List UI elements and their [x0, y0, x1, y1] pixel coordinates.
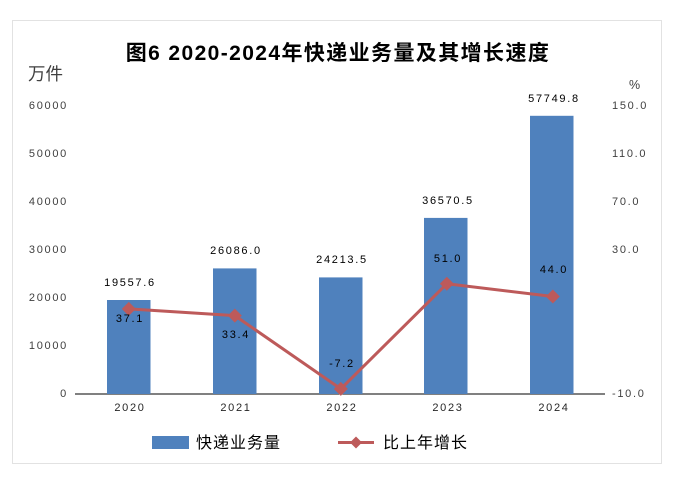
svg-text:20000: 20000 [29, 292, 68, 304]
svg-text:19557.6: 19557.6 [104, 277, 156, 289]
svg-text:37.1: 37.1 [116, 313, 144, 325]
svg-text:33.4: 33.4 [222, 329, 250, 341]
svg-text:70.0: 70.0 [612, 196, 640, 208]
svg-text:24213.5: 24213.5 [316, 254, 368, 266]
svg-text:30.0: 30.0 [612, 244, 640, 256]
svg-text:%: % [629, 78, 640, 92]
svg-text:150.0: 150.0 [612, 100, 648, 112]
svg-text:2024: 2024 [538, 402, 569, 414]
svg-text:44.0: 44.0 [540, 264, 568, 276]
svg-text:26086.0: 26086.0 [210, 245, 262, 257]
svg-text:比上年增长: 比上年增长 [383, 434, 468, 452]
svg-text:110.0: 110.0 [612, 148, 647, 160]
svg-text:2023: 2023 [432, 402, 463, 414]
svg-text:51.0: 51.0 [434, 253, 462, 265]
svg-text:57749.8: 57749.8 [528, 93, 580, 105]
svg-text:0: 0 [60, 388, 68, 400]
svg-text:50000: 50000 [29, 148, 68, 160]
svg-text:-10.0: -10.0 [612, 388, 646, 400]
svg-text:40000: 40000 [29, 196, 68, 208]
svg-text:2022: 2022 [326, 402, 357, 414]
svg-text:快递业务量: 快递业务量 [196, 434, 281, 452]
svg-text:万件: 万件 [28, 64, 63, 84]
svg-text:36570.5: 36570.5 [422, 195, 474, 207]
svg-text:30000: 30000 [29, 244, 68, 256]
svg-text:-7.2: -7.2 [329, 358, 355, 370]
svg-text:60000: 60000 [29, 100, 68, 112]
svg-text:2020: 2020 [114, 402, 145, 414]
svg-text:10000: 10000 [29, 340, 68, 352]
svg-text:2021: 2021 [220, 402, 251, 414]
